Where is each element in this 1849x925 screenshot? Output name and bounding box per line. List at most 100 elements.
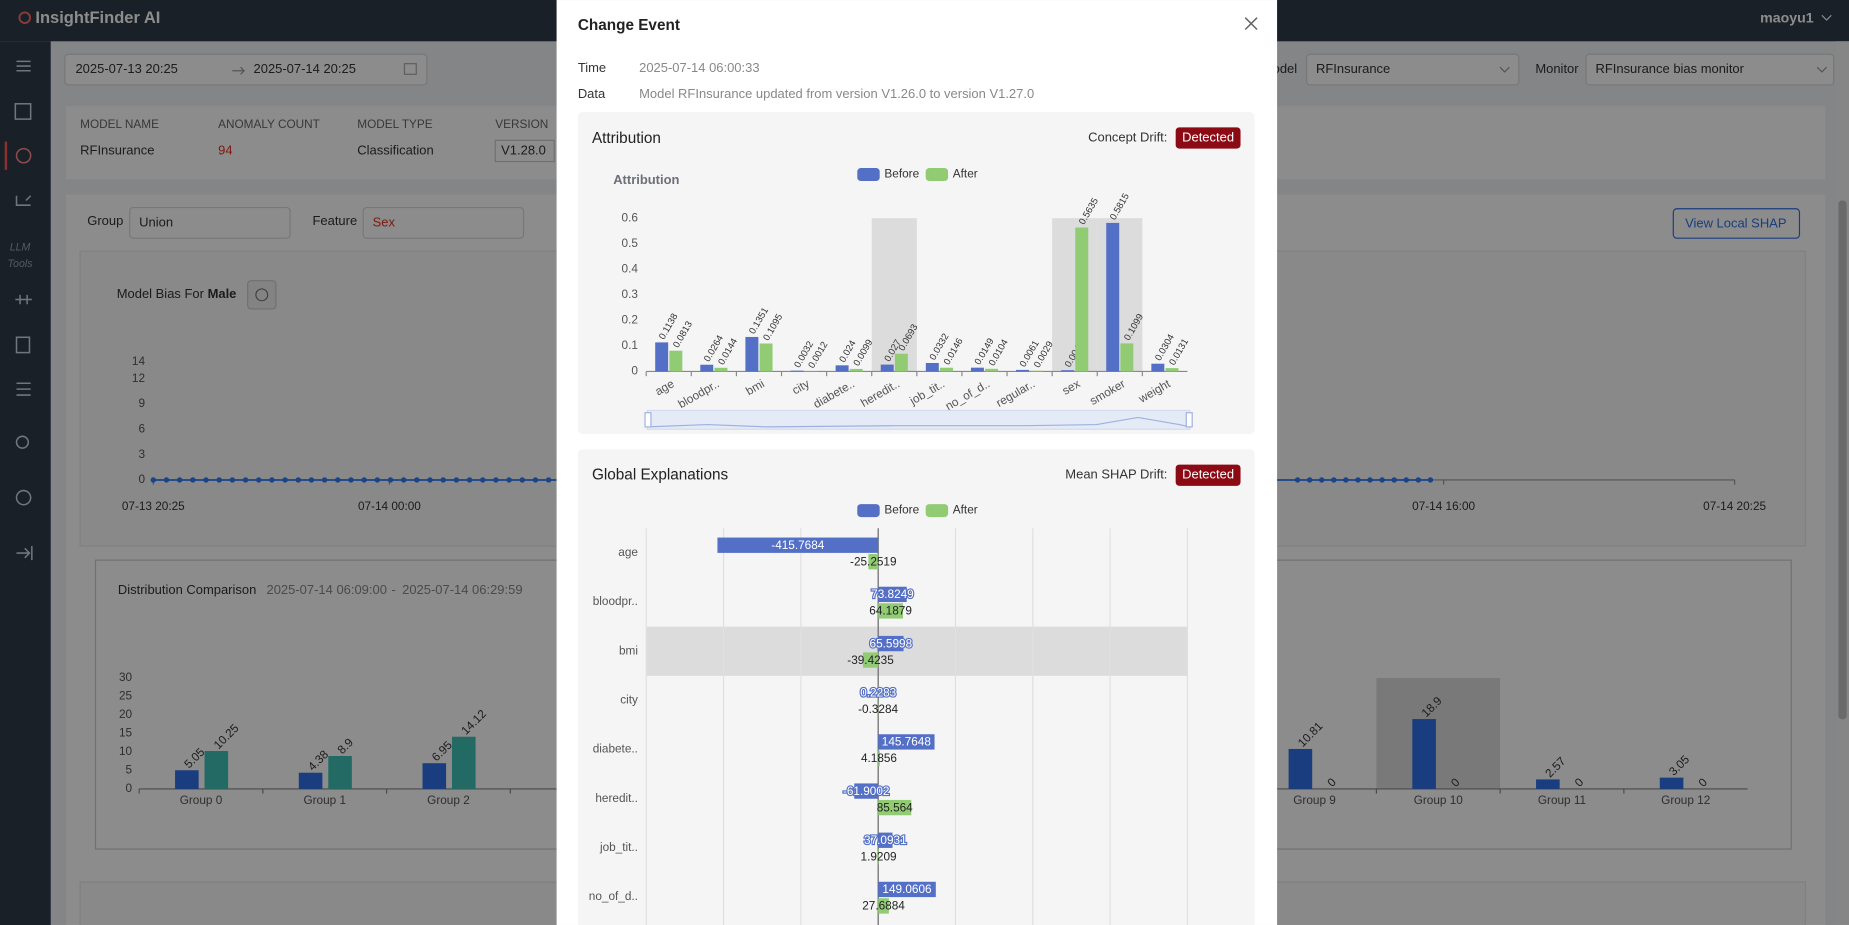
icon[interactable]	[15, 336, 31, 354]
model-select[interactable]	[1305, 53, 1520, 86]
bar	[878, 734, 935, 750]
modal: Change Event Time 2025-07-14 06:00:33 Da…	[556, 0, 1278, 925]
zoom-preview	[647, 416, 1190, 428]
sidebar-section: LLM	[10, 241, 31, 253]
info-value: V1.28.0	[501, 142, 546, 157]
point	[466, 477, 473, 483]
date-start[interactable]: 2025-07-13 20:25	[75, 61, 177, 76]
y-tick-label: 12	[132, 372, 145, 385]
close-button[interactable]	[1244, 17, 1258, 31]
point	[1343, 477, 1349, 483]
highlight-band	[871, 218, 917, 372]
y-tick-label: 5	[126, 764, 133, 777]
icon[interactable]	[14, 103, 32, 120]
modal-title: Change Event	[578, 17, 680, 34]
bar	[878, 750, 880, 767]
icon[interactable]	[16, 382, 31, 396]
bar	[835, 365, 849, 372]
y-tick-label: 0.2	[622, 313, 638, 326]
bar	[970, 367, 984, 372]
icon[interactable]	[15, 489, 32, 506]
calendar-icon	[403, 63, 417, 75]
x-tick-label: Group 1	[303, 794, 346, 807]
bias-title: Model Bias For Male	[117, 286, 237, 301]
zoom-slider[interactable]	[646, 409, 1191, 430]
group-value[interactable]: Union	[139, 214, 173, 229]
bar	[880, 364, 894, 372]
x-tick-label: Group 11	[1538, 794, 1586, 807]
highlight-band	[1052, 218, 1098, 372]
bar	[175, 770, 199, 789]
y-tick-label: 0.4	[622, 262, 639, 275]
y-tick-label: bloodpr..	[593, 595, 638, 608]
icon[interactable]	[15, 195, 32, 206]
value-label: 4.1856	[861, 752, 897, 765]
bar	[298, 772, 323, 789]
model-value[interactable]: RFInsurance	[1316, 61, 1390, 76]
icon[interactable]	[15, 147, 32, 164]
monitor-value[interactable]: RFInsurance bias monitor	[1595, 61, 1744, 76]
chevron	[1821, 14, 1832, 21]
icon[interactable]	[16, 545, 33, 561]
group-select[interactable]	[129, 206, 291, 239]
field-label: Time	[578, 60, 606, 75]
feature-select[interactable]	[362, 206, 525, 239]
bias-subject: Male	[208, 286, 237, 301]
zoom-handle[interactable]	[644, 412, 652, 428]
y-tick-label: heredit..	[595, 792, 638, 805]
bar	[985, 368, 999, 372]
monitor-select[interactable]	[1585, 53, 1835, 86]
logo[interactable]: InsightFinder AI	[35, 9, 160, 27]
point	[203, 477, 209, 483]
value-label: 149.0606	[882, 883, 932, 896]
icon[interactable]	[16, 60, 31, 72]
point	[321, 477, 328, 483]
point	[374, 477, 381, 483]
range-end: 2025-07-14 06:29:59	[402, 582, 522, 597]
bar	[1659, 777, 1684, 789]
value-label: 27.6884	[862, 900, 905, 913]
chevron	[1499, 66, 1510, 73]
bar	[669, 350, 683, 372]
field-value: 2025-07-14 06:00:33	[639, 60, 759, 75]
date-range[interactable]	[64, 53, 428, 86]
point	[216, 477, 222, 483]
drift-badge	[1175, 464, 1241, 486]
card-title: Attribution	[592, 130, 661, 147]
date-end[interactable]: 2025-07-14 20:25	[254, 61, 356, 76]
scrollbar-thumb[interactable]	[1838, 200, 1847, 720]
point	[506, 477, 512, 483]
view-shap-label[interactable]: View Local SHAP	[1685, 215, 1786, 230]
field-value: Model RFInsurance updated from version V…	[639, 86, 1034, 101]
bar	[925, 362, 939, 372]
zoom-handle[interactable]	[1185, 412, 1193, 428]
value-label: -415.7684	[771, 539, 825, 552]
chart-title: Attribution	[613, 172, 679, 187]
feature-value[interactable]: Sex	[373, 214, 396, 229]
version-box	[494, 139, 555, 163]
value-label: 65.5998	[870, 637, 913, 650]
monitor-label: Monitor	[1535, 61, 1579, 76]
icon[interactable]	[15, 294, 32, 305]
x-tick-label: Group 10	[1414, 794, 1464, 807]
sidebar	[0, 41, 51, 925]
refresh-button[interactable]	[247, 280, 277, 310]
user-menu[interactable]: maoyu1	[1760, 10, 1814, 26]
value-label: 64.1879	[869, 605, 912, 618]
bar	[1016, 369, 1030, 372]
value-label: -0.3284	[858, 703, 898, 716]
bar	[1061, 370, 1075, 372]
view-shap-button[interactable]	[1672, 208, 1801, 239]
legend-label: After	[953, 168, 978, 181]
drift-badge	[1175, 127, 1241, 149]
x-tick-label: 07-14 20:25	[1703, 500, 1766, 513]
icon[interactable]	[15, 435, 30, 449]
sidebar-icons[interactable]	[14, 60, 33, 561]
bar	[714, 367, 728, 372]
bar	[422, 763, 447, 789]
value-label: 145.7648	[882, 736, 932, 749]
highlight-band	[1376, 678, 1501, 789]
bar	[878, 799, 912, 816]
value-label: 37.0931	[864, 834, 907, 847]
